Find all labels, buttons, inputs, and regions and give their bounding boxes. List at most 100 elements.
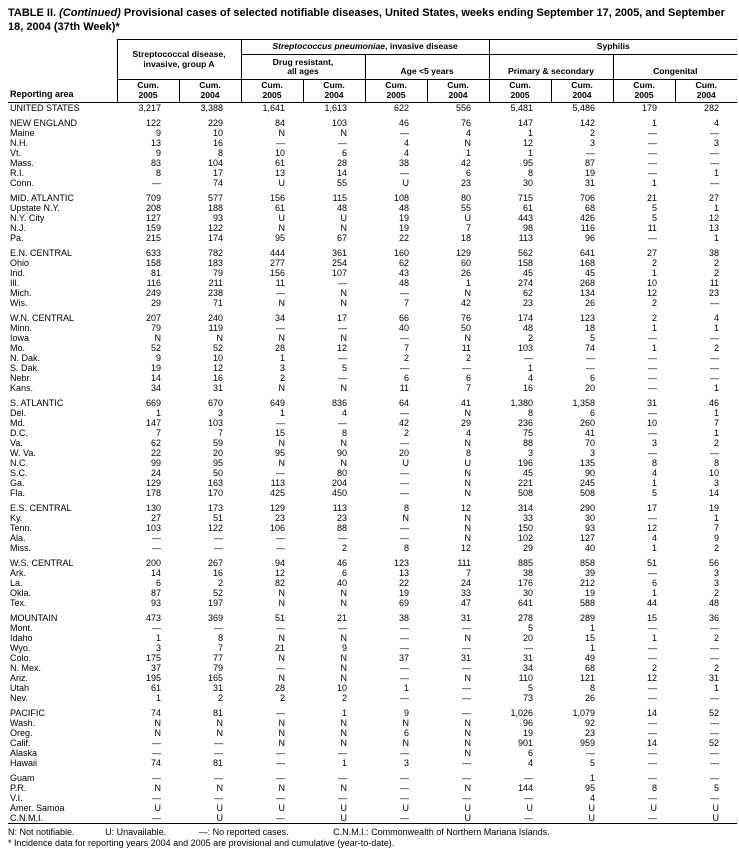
cell: N [340,333,348,343]
cell: 122 [207,223,223,233]
legend: N: Not notifiable. U: Unavailable. —: No… [8,824,737,838]
cell: 48 [398,203,409,213]
cell: 130 [145,503,161,513]
drug-resistant-line2: all ages [287,66,319,77]
cell: 6 [466,168,472,178]
cell: 129 [455,248,472,258]
cell: 622 [393,103,409,113]
cell: N [464,513,472,523]
cell: 88 [523,438,534,448]
cell: 38 [709,248,720,258]
strep-pneumoniae-rest: , invasive disease [385,41,458,52]
cell: — [648,158,658,168]
cell: — [710,718,720,728]
cell: 69 [398,598,409,608]
cell: 31 [709,673,720,683]
cell: 10 [709,468,720,478]
cell: 48 [709,598,720,608]
table-row: Guam — — — — — — — 1 — — [8,768,737,783]
cell: 23 [585,728,596,738]
table-row: N. Mex. 37 79 — N — — 34 68 2 2 [8,663,737,673]
cell: 107 [331,268,347,278]
cell: — [152,813,161,823]
cum-label: Cum. [633,80,655,91]
cell: 73 [523,693,534,703]
cell: N [464,533,472,543]
cell: 68 [585,203,596,213]
cell: — [710,363,720,373]
table-row: V.I. — — — — — — — 4 — — [8,793,737,803]
strep-group-a-line2: invasive, group A [143,58,215,69]
cell: 40 [336,578,347,588]
cell: 15 [274,428,285,438]
cell: — [648,233,658,243]
cell: 45 [585,268,596,278]
cell: 1 [279,408,285,418]
cell: 1 [652,633,658,643]
row-label: Nev. [10,693,28,703]
cell: N [340,128,348,138]
cell: N [278,728,286,738]
row-label: E.S. CENTRAL [10,503,72,513]
cell: 10 [336,683,347,693]
cell: N [464,673,472,683]
cell: 21 [647,193,658,203]
row-label: Wyo. [10,643,31,653]
cell: — [400,793,409,803]
cell: — [152,623,161,633]
table-row: Nev. 1 2 2 2 — — 73 26 — — [8,693,737,703]
cell: 76 [461,118,472,128]
cell: 84 [274,118,285,128]
cell: 14 [709,488,720,498]
cell: 95 [274,233,285,243]
cell: 3,388 [200,103,223,113]
row-label: N. Dak. [10,353,41,363]
cell: 77 [212,653,223,663]
cell: 134 [579,288,596,298]
cell: 175 [145,653,161,663]
cell: 3 [155,643,161,653]
cell: 41 [461,398,472,408]
table-row: S. ATLANTIC 669 670 649 836 64 41 1,380 1,358 31 4… [8,393,737,408]
table-row: La. 6 2 82 40 22 24 176 212 6 3 [8,578,737,588]
cell: 1 [652,323,658,333]
cell: N [278,438,286,448]
cell: 1 [652,588,658,598]
col-header-cum-2005: Cum. 2005 [488,79,552,103]
cell: 37 [150,663,161,673]
cell: 1 [652,478,658,488]
cell: 508 [517,488,534,498]
cell: 61 [150,683,161,693]
cell: 20 [523,633,534,643]
cell: 18 [461,233,472,243]
cell: 42 [398,418,409,428]
table-row: N.J. 159 122 N N 19 7 98 116 11 13 [8,223,737,233]
cell: 2 [714,438,720,448]
cell: 9 [155,148,161,158]
strep-pneumoniae-species: Streptococcus pneumoniae [272,41,386,52]
cell: — [338,773,347,783]
cell: N [464,478,472,488]
cell: N [278,598,286,608]
table-row: N.H. 13 16 — — 4 N 12 3 — 3 [8,138,737,148]
row-label: MID. ATLANTIC [10,193,74,203]
col-group-congenital: Congenital [612,54,738,80]
cell: 245 [579,478,596,488]
cell: 8 [466,448,472,458]
year-label: 2005 [634,90,654,100]
cell: N [278,128,286,138]
cell: 68 [585,663,596,673]
cell: — [462,623,472,633]
cell: 19 [585,168,596,178]
cell: 8 [590,683,596,693]
cell: 11 [647,223,658,233]
cell: 8 [341,428,347,438]
cell: 160 [393,248,409,258]
cell: 6 [528,748,534,758]
table-row: Tex. 93 197 N N 69 47 641 588 44 48 [8,598,737,608]
cell: — [710,728,720,738]
cell: N [464,408,472,418]
row-label: Iowa [10,333,30,343]
cell: 95 [523,158,534,168]
cell: N [402,738,410,748]
